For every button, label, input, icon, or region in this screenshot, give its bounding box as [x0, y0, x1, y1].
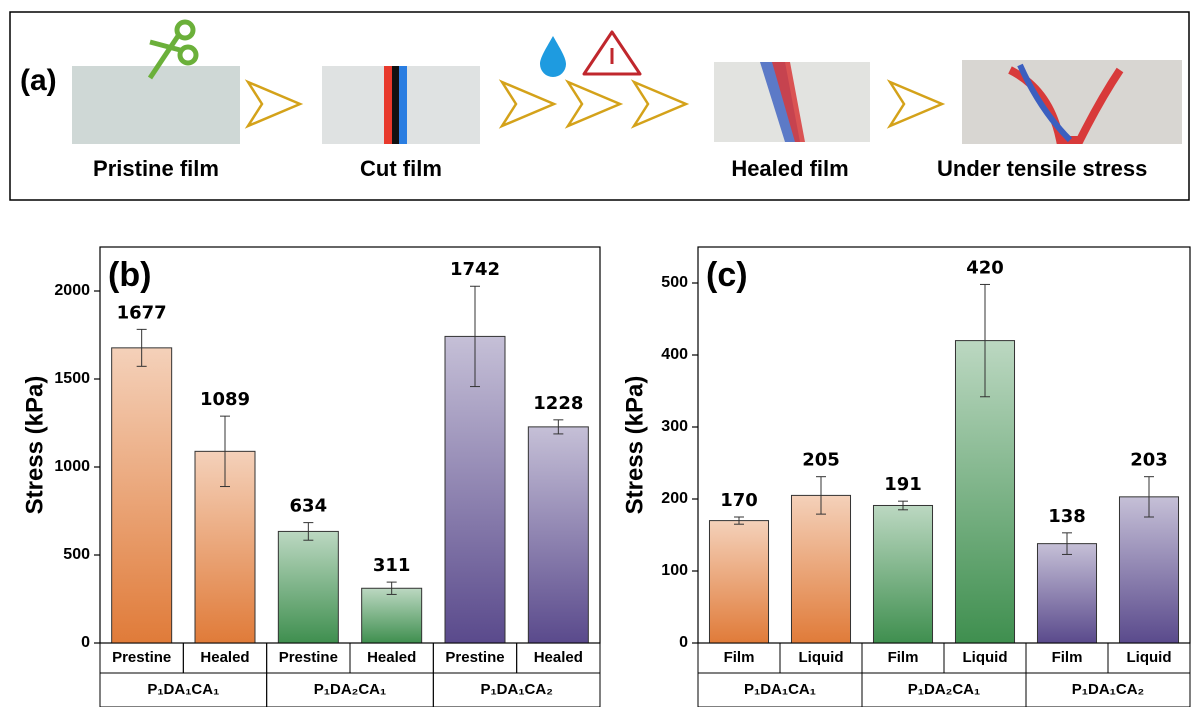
- bar: [1037, 544, 1096, 643]
- y-axis-title: Stress (kPa): [621, 376, 648, 515]
- x-tick-label: Film: [888, 649, 919, 666]
- bar: [1119, 497, 1178, 643]
- figure: (a) Pristine film Cut film Healed film U…: [0, 0, 1195, 707]
- panel-label: (a): [20, 64, 57, 97]
- photo: [72, 66, 240, 144]
- plot-frame: [100, 247, 600, 643]
- bar: [791, 495, 850, 643]
- y-axis-title: Stress (kPa): [21, 376, 48, 515]
- step-label: Under tensile stress: [937, 156, 1147, 181]
- x-tick-label: Healed: [367, 649, 416, 666]
- group-label: P₁DA₁CA₁: [147, 681, 219, 698]
- bar: [278, 531, 338, 643]
- value-label: 311: [373, 555, 411, 576]
- value-label: 170: [720, 490, 758, 511]
- value-label: 420: [966, 257, 1004, 278]
- x-tick-label: Film: [1052, 649, 1083, 666]
- value-label: 191: [884, 474, 922, 495]
- y-tick-label: 200: [661, 490, 688, 507]
- group-label: P₁DA₁CA₂: [480, 681, 552, 698]
- bar: [362, 588, 422, 643]
- value-label: 1677: [117, 302, 167, 323]
- value-label: 634: [290, 496, 328, 517]
- drop-icon: [540, 36, 566, 77]
- value-label: 1228: [533, 393, 583, 414]
- x-tick-label: Healed: [534, 649, 583, 666]
- photo: [962, 60, 1182, 144]
- y-tick-label: 0: [679, 634, 688, 651]
- y-tick-label: 1000: [54, 458, 90, 475]
- stripe: [399, 66, 407, 144]
- x-tick-label: Prestine: [112, 649, 171, 666]
- value-label: 203: [1130, 450, 1168, 471]
- x-tick-label: Prestine: [445, 649, 504, 666]
- x-tick-label: Liquid: [963, 649, 1008, 666]
- bar: [528, 427, 588, 643]
- y-tick-label: 2000: [54, 282, 90, 299]
- bar: [873, 505, 932, 643]
- stripe: [384, 66, 392, 144]
- bar: [112, 348, 172, 643]
- group-label: P₁DA₂CA₁: [314, 681, 386, 698]
- plot-frame: [698, 247, 1190, 643]
- step-label: Cut film: [360, 156, 442, 181]
- step-label: Healed film: [731, 156, 848, 181]
- x-tick-label: Healed: [200, 649, 249, 666]
- stripe: [392, 66, 399, 144]
- group-label: P₁DA₁CA₂: [1072, 681, 1144, 698]
- panel-label: (b): [108, 256, 151, 294]
- value-label: 205: [802, 450, 840, 471]
- step-label: Pristine film: [93, 156, 219, 181]
- x-tick-label: Liquid: [1127, 649, 1172, 666]
- group-label: P₁DA₂CA₁: [908, 681, 980, 698]
- y-tick-label: 400: [661, 346, 688, 363]
- y-tick-label: 0: [81, 634, 90, 651]
- y-tick-label: 300: [661, 418, 688, 435]
- panel-a: (a) Pristine film Cut film Healed film U…: [10, 12, 1189, 200]
- y-tick-label: 500: [63, 546, 90, 563]
- bar: [709, 521, 768, 643]
- panel-label: (c): [706, 256, 748, 294]
- x-tick-label: Prestine: [279, 649, 338, 666]
- y-tick-label: 100: [661, 562, 688, 579]
- value-label: 1742: [450, 259, 500, 280]
- group-label: P₁DA₁CA₁: [744, 681, 816, 698]
- x-tick-label: Film: [724, 649, 755, 666]
- y-tick-label: 1500: [54, 370, 90, 387]
- value-label: 1089: [200, 389, 250, 410]
- value-label: 138: [1048, 506, 1086, 527]
- x-tick-label: Liquid: [799, 649, 844, 666]
- y-tick-label: 500: [661, 274, 688, 291]
